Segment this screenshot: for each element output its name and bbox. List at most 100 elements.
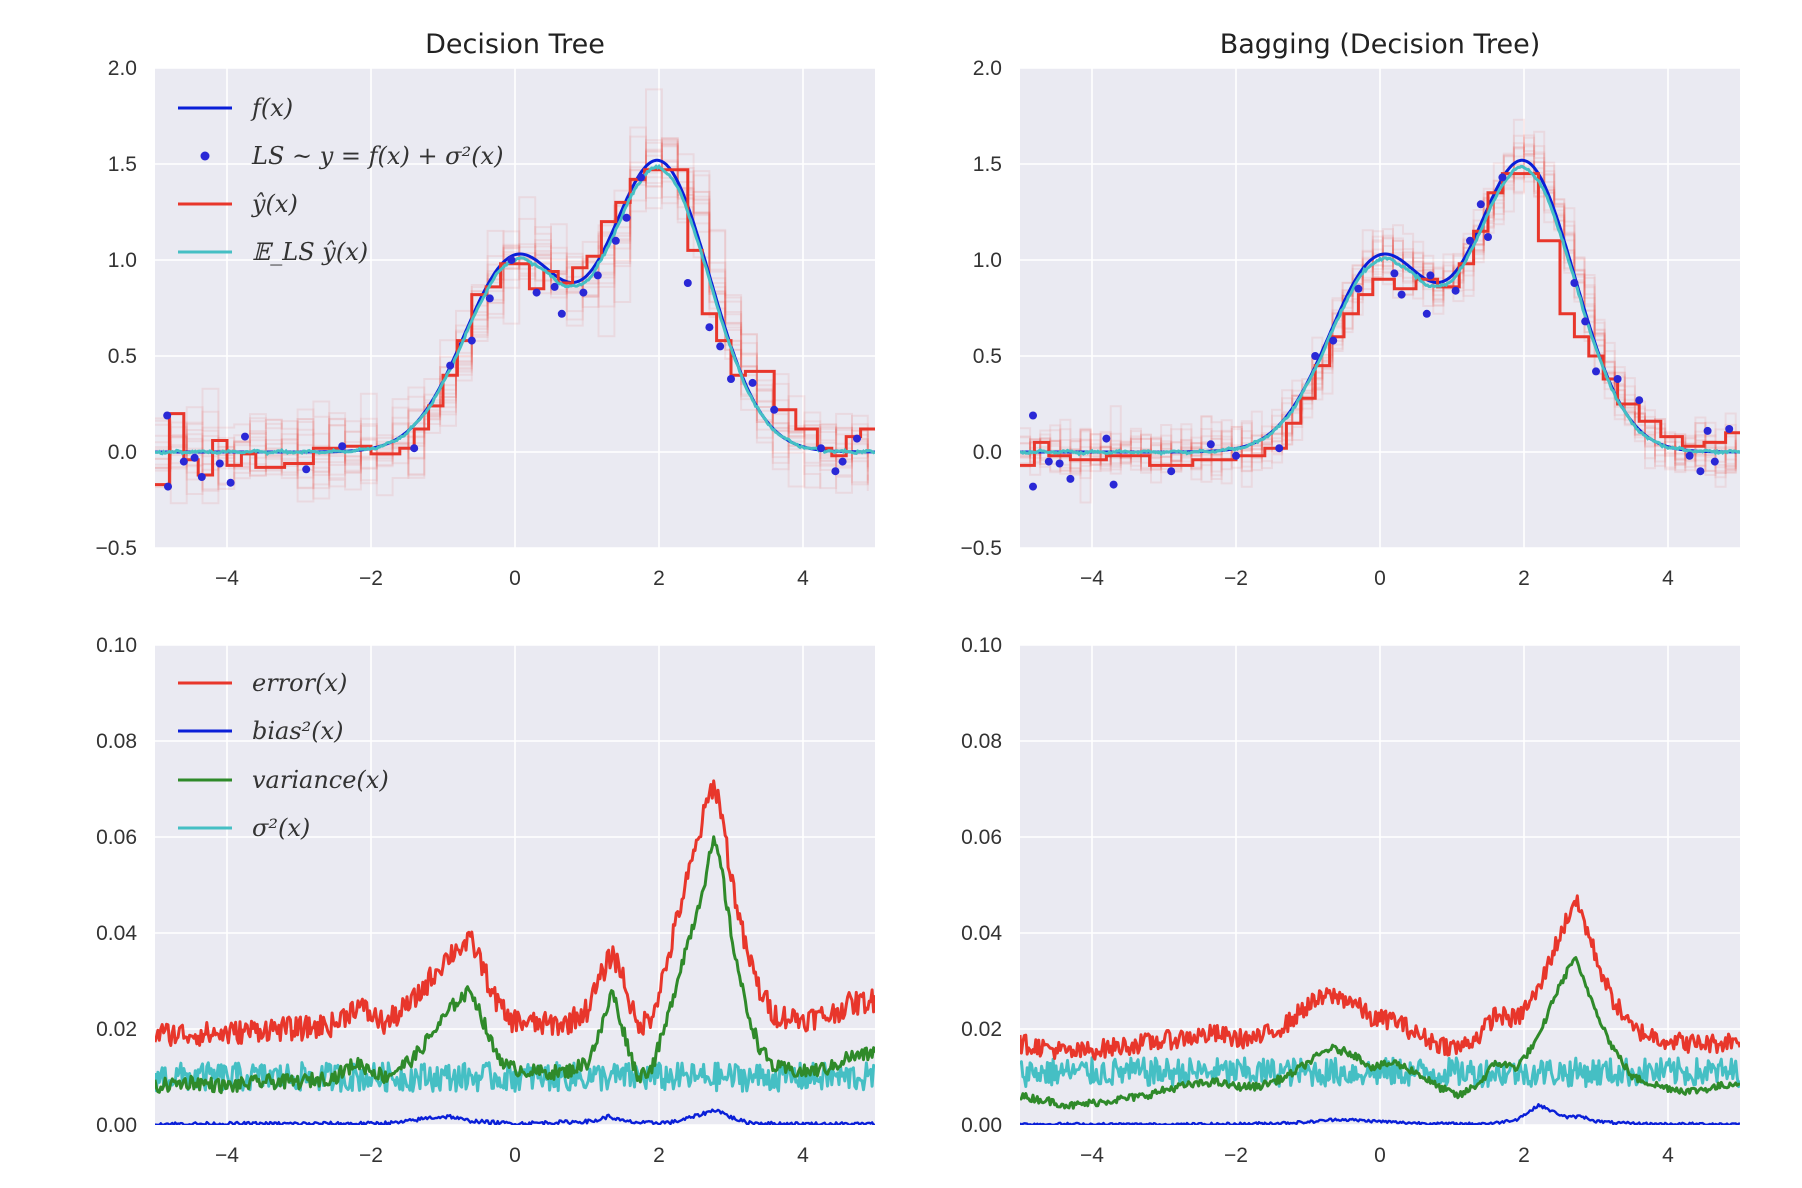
- series-noise-line: [155, 1061, 875, 1093]
- estimator-fan-line: [155, 143, 869, 500]
- x-tick-label: −2: [359, 567, 383, 590]
- ls-point: [1275, 444, 1284, 453]
- ls-point: [1635, 396, 1644, 405]
- estimator-fan-line: [155, 142, 869, 495]
- legend-label: variance(x): [252, 766, 389, 794]
- estimator-fan-line: [1020, 134, 1737, 477]
- y-tick-label: 0.02: [96, 1018, 137, 1041]
- ls-point: [1476, 200, 1485, 209]
- ls-point: [748, 378, 757, 387]
- x-tick-label: −4: [1080, 567, 1104, 590]
- ls-point: [1422, 309, 1431, 318]
- legend-label: 𝔼_LS ŷ(x): [252, 238, 368, 266]
- x-tick-label: −2: [1224, 1144, 1248, 1167]
- legend-label: ŷ(x): [251, 190, 298, 218]
- y-tick-label: 0.08: [96, 730, 137, 753]
- ls-point: [817, 444, 825, 453]
- series-error-line: [1020, 894, 1740, 1061]
- ls-point: [190, 453, 199, 462]
- x-tick-label: 2: [1518, 567, 1530, 590]
- ls-point: [1206, 440, 1215, 449]
- estimator-fan-line: [155, 137, 869, 497]
- y-tick-label: 0.0: [973, 441, 1002, 464]
- ls-point: [1397, 290, 1406, 299]
- y-tick-label: 0.10: [961, 634, 1002, 657]
- legend-label: error(x): [252, 669, 347, 697]
- legend-label: f(x): [250, 94, 293, 122]
- ls-point: [302, 465, 311, 474]
- ls-point: [1581, 317, 1590, 326]
- x-tick-label: −2: [1224, 567, 1248, 590]
- ls-point: [226, 478, 235, 487]
- ls-point: [611, 236, 620, 245]
- y-tick-label: 0.00: [96, 1114, 137, 1137]
- estimator-fan-line: [155, 145, 869, 494]
- x-tick-label: 2: [1518, 1144, 1530, 1167]
- estimator-fan-line: [155, 141, 869, 489]
- ls-point: [1685, 451, 1694, 460]
- ls-point: [1329, 336, 1338, 345]
- panel-decision-tree-prediction: −4 −2 0 2 4 −0.5 0.0 0.5 1.0 1.5 2.0 Decision Tree: [96, 29, 875, 590]
- legend-label: LS ~ y = f(x) + σ²(x): [251, 142, 503, 170]
- chart-title: Bagging (Decision Tree): [1220, 29, 1541, 60]
- x-tick-label: 4: [1662, 567, 1674, 590]
- ls-point: [241, 432, 249, 441]
- panel-bagging-prediction: −4 −2 0 2 4 −0.5 0.0 0.5 1.0 1.5 2.0 Bagging (Deci…: [961, 29, 1740, 590]
- x-tick-label: 0: [1374, 1144, 1386, 1167]
- series-yhat-line: [155, 168, 875, 487]
- x-tick-label: 0: [1374, 567, 1386, 590]
- y-tick-label: 2.0: [973, 57, 1002, 80]
- ls-point: [1498, 173, 1507, 182]
- ls-point: [1029, 482, 1037, 491]
- series-mean-line: [1020, 164, 1740, 457]
- ls-point: [1570, 279, 1579, 287]
- ls-point: [1390, 269, 1399, 278]
- legend-entry-ls: LS ~ y = f(x) + σ²(x): [200, 142, 503, 170]
- ls-point: [716, 342, 725, 351]
- ls-point: [557, 309, 566, 318]
- ls-point: [410, 444, 419, 453]
- ls-point: [215, 459, 224, 468]
- x-tick-label: 4: [1662, 1144, 1674, 1167]
- ls-point: [467, 336, 476, 345]
- y-tick-label: 0.0: [108, 441, 137, 464]
- y-tick-label: 2.0: [108, 57, 137, 80]
- legend-entry-error: error(x): [178, 669, 347, 697]
- ls-point: [1102, 434, 1111, 443]
- estimator-fan-line: [155, 154, 869, 477]
- ls-point: [446, 361, 455, 370]
- legend-label: σ²(x): [252, 814, 310, 842]
- legend-entry-mean: 𝔼_LS ŷ(x): [178, 238, 368, 266]
- y-tick-label: 0.10: [96, 634, 137, 657]
- y-tick-label: 0.06: [961, 826, 1002, 849]
- legend-entry-yhat: ŷ(x): [178, 190, 298, 218]
- y-tick-label: 0.06: [96, 826, 137, 849]
- legend-entry-bias: bias²(x): [178, 717, 344, 745]
- ls-point: [507, 256, 516, 264]
- x-tick-label: 2: [653, 567, 665, 590]
- ls-point: [1484, 233, 1492, 241]
- ls-point: [163, 411, 172, 420]
- series-noise-line: [1020, 1056, 1740, 1089]
- series-variance-line: [1020, 956, 1740, 1110]
- legend-entry-f: f(x): [178, 94, 293, 122]
- estimator-fan-line: [1020, 136, 1737, 484]
- legend-prediction: f(x) LS ~ y = f(x) + σ²(x) ŷ(x) 𝔼_LS ŷ(x…: [178, 94, 503, 266]
- x-tick-label: −4: [215, 567, 239, 590]
- ls-point: [1426, 271, 1435, 280]
- chart-title: Decision Tree: [425, 29, 605, 60]
- y-tick-label: −0.5: [961, 537, 1002, 560]
- x-tick-label: −4: [1080, 1144, 1104, 1167]
- legend-entry-variance: variance(x): [178, 766, 389, 794]
- ls-point: [1613, 375, 1622, 383]
- x-tick-label: 0: [509, 567, 521, 590]
- y-tick-label: 1.5: [108, 153, 137, 176]
- ls-point: [1592, 367, 1600, 376]
- y-tick-label: 1.0: [973, 249, 1002, 272]
- ls-point: [1232, 451, 1240, 460]
- estimator-fan-line: [155, 88, 869, 490]
- ls-point: [838, 457, 847, 466]
- y-tick-label: 1.5: [973, 153, 1002, 176]
- y-tick-label: 0.00: [961, 1114, 1002, 1137]
